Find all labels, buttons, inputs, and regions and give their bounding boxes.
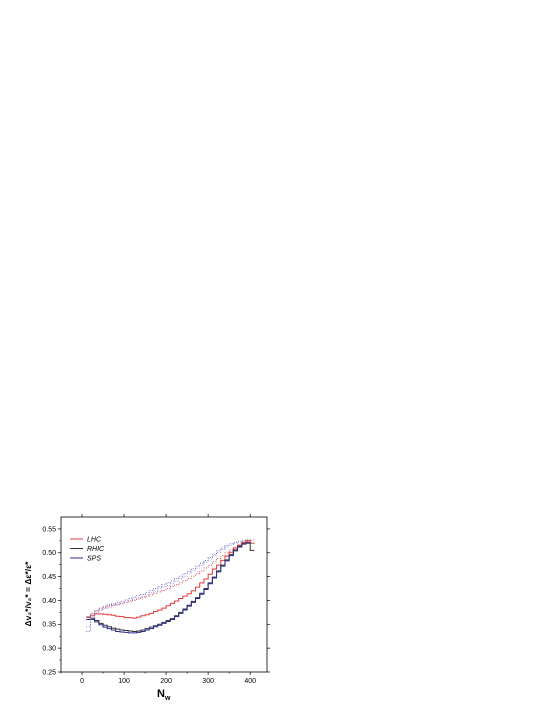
plot-area: 0 100 200 300 400 0.250.300.350.400.450.500.… (42, 514, 270, 685)
legend: LHC RHIC SPS (70, 537, 105, 563)
legend-label-lhc: LHC (87, 537, 102, 544)
x-tick-label: 400 (244, 678, 256, 685)
y-tick-label: 0.30 (42, 646, 56, 653)
x-axis-title-main: N (157, 688, 165, 700)
plot-frame (60, 516, 268, 673)
y-tick-label: 0.50 (42, 550, 56, 557)
y-tick-label: 0.40 (42, 598, 56, 605)
y-tick-label: 0.55 (42, 526, 56, 533)
series-layer (86, 539, 255, 634)
x-axis-title: Nw (157, 688, 171, 702)
y-tick-label: 0.25 (42, 669, 56, 676)
y-tick-label: 0.45 (42, 574, 56, 581)
x-tick-label: 100 (118, 678, 130, 685)
y-tick-label: 0.35 (42, 622, 56, 629)
x-axis-title-sub: w (164, 695, 171, 702)
legend-label-rhic: RHIC (87, 546, 105, 553)
series-line-lhc (86, 539, 255, 619)
y-ticks: 0.25 0.30 0.35 0.40 0.45 0.50 0.55 (42, 526, 270, 676)
series-line-dotted-4 (86, 539, 251, 632)
x-tick-label: 300 (202, 678, 214, 685)
x-tick-label: 200 (160, 678, 172, 685)
series-line-sps (86, 542, 251, 634)
x-ticks: 0 100 200 300 400 (60, 514, 256, 685)
series-line-dotted-5 (86, 540, 246, 628)
y-axis-title: Δv₂*/v₂* = Δε*/ε* (23, 561, 33, 627)
x-tick-label: 0 (80, 678, 84, 685)
legend-label-sps: SPS (87, 556, 101, 563)
